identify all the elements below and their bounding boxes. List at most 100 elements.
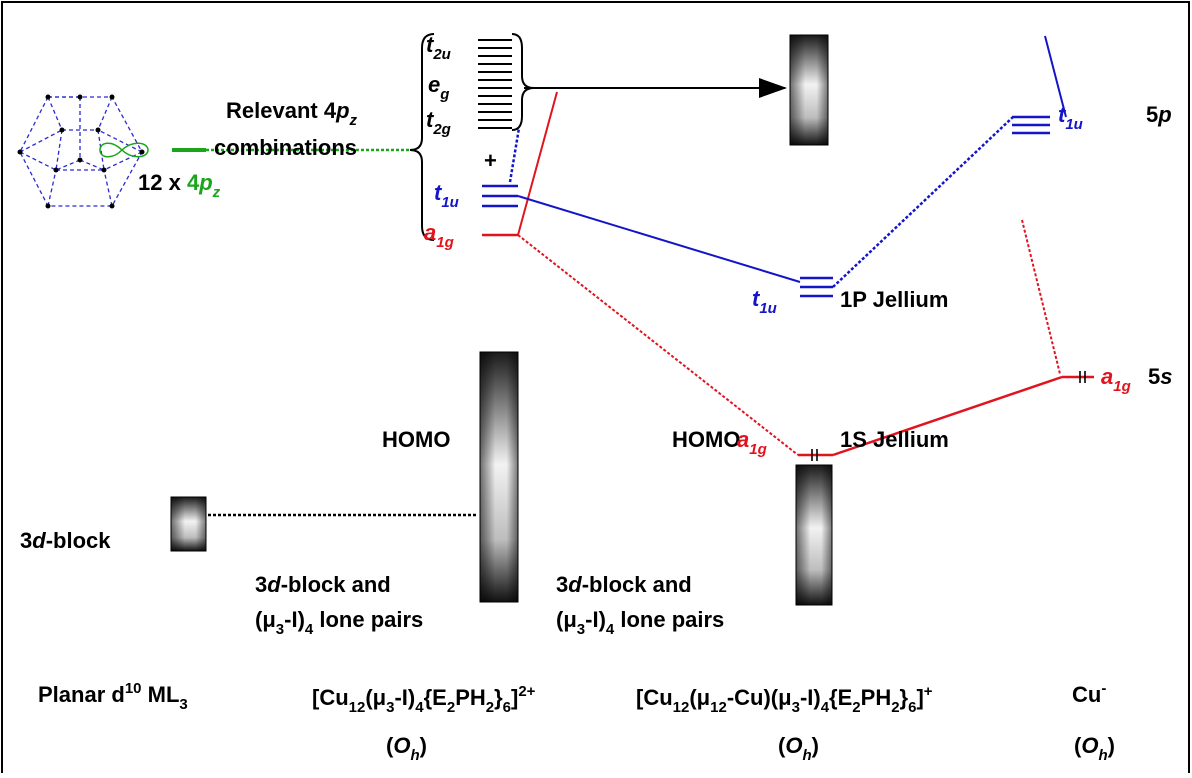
correlation-line <box>1022 220 1060 374</box>
subscript: z <box>212 184 221 201</box>
label-part: d <box>32 528 46 553</box>
superscript: - <box>1101 680 1106 697</box>
level-label: a1g <box>1101 364 1131 395</box>
label-part: O <box>393 733 410 758</box>
correlation-line <box>510 128 519 182</box>
cluster-atoms <box>18 95 145 209</box>
compound-formula: [Cu12(μ12-Cu)(μ3-I)4{E2PH2}6]+ <box>636 683 933 716</box>
level-name: 1S Jellium <box>840 427 949 452</box>
symmetry-label: (Oh) <box>386 733 427 764</box>
superscript: 2+ <box>518 683 535 700</box>
label-part: s <box>1160 364 1172 389</box>
label-part: PH <box>861 685 892 710</box>
subscript: h <box>1098 747 1107 764</box>
symmetry-label: (Oh) <box>778 733 819 764</box>
label-part: lone pairs <box>313 607 423 632</box>
label-part: [Cu <box>636 685 673 710</box>
count: 12 x <box>138 170 187 195</box>
t1u-levels <box>482 186 518 206</box>
relevant-label: Relevant 4pz <box>226 98 358 129</box>
label-part: ] <box>511 685 518 710</box>
block-label: 3d-block and <box>556 572 692 597</box>
subscript: h <box>410 747 419 764</box>
label-part: e <box>428 72 440 97</box>
label-part: O <box>1081 733 1098 758</box>
level-label: t2u <box>426 32 451 63</box>
label-part: p <box>335 98 349 123</box>
subscript: 3 <box>386 699 394 716</box>
label-part: -I) <box>585 607 606 632</box>
subscript: 6 <box>908 699 916 716</box>
subscript: 2 <box>447 699 455 716</box>
label-part: d <box>267 572 281 597</box>
label-part: p <box>198 170 212 195</box>
label-part: 3 <box>556 572 568 597</box>
subscript: 1u <box>759 300 777 317</box>
label-part: a <box>1101 364 1113 389</box>
label-part: p <box>1157 102 1171 127</box>
level-label: t1u <box>1058 102 1083 133</box>
level-name: 5s <box>1148 364 1173 389</box>
subscript: 3 <box>577 621 585 638</box>
brace <box>410 34 434 240</box>
label-part: (μ <box>365 685 386 710</box>
compound-formula: Cu- <box>1072 680 1106 707</box>
label-part: a <box>737 427 749 452</box>
label-part: -block <box>46 528 112 553</box>
superscript: 10 <box>125 680 142 697</box>
subscript: 1g <box>436 234 454 251</box>
subscript: h <box>802 747 811 764</box>
label-part: 5 <box>1146 102 1158 127</box>
correlation-line <box>833 117 1013 287</box>
label-part: PH <box>455 685 486 710</box>
label-part: {E <box>829 685 852 710</box>
level-label: eg <box>428 72 449 103</box>
brace <box>512 34 534 130</box>
band-box-shade <box>790 35 828 145</box>
label-part: -I) <box>394 685 415 710</box>
label-part: 5 <box>1148 364 1160 389</box>
block-label: (μ3-I)4 lone pairs <box>556 607 724 638</box>
band-box-shade <box>171 497 206 551</box>
orbital-source: 12 x 4pz <box>138 170 221 201</box>
label-part: -Cu)(μ <box>727 685 792 710</box>
compound-formula: Planar d10 ML3 <box>38 680 188 713</box>
level-label: t1u <box>752 286 777 317</box>
band-box-shade <box>796 465 832 605</box>
label-part: ) <box>1108 733 1115 758</box>
subscript: 2 <box>891 699 899 716</box>
subscript: g <box>439 86 449 103</box>
subscript: 2 <box>486 699 494 716</box>
homo-label: HOMO <box>672 427 740 452</box>
symmetry-label: (Oh) <box>1074 733 1115 764</box>
subscript: 1g <box>1113 378 1131 395</box>
label-part: d <box>568 572 582 597</box>
subscript: 2g <box>432 121 451 138</box>
subscript: 2u <box>432 46 451 63</box>
label-part: Relevant 4 <box>226 98 337 123</box>
level-stack <box>478 40 512 128</box>
subscript: 6 <box>503 699 511 716</box>
subscript: 2 <box>852 699 860 716</box>
label-part: Planar d <box>38 682 125 707</box>
label-part: [Cu <box>312 685 349 710</box>
orbital: 4pz <box>187 170 221 201</box>
subscript: z <box>349 112 358 129</box>
label-part: 3 <box>255 572 267 597</box>
subscript: 1u <box>441 194 459 211</box>
label-part: Cu <box>1072 682 1101 707</box>
subscript: 12 <box>673 699 690 716</box>
t1u-levels <box>1012 117 1050 133</box>
level-name: 1P Jellium <box>840 287 948 312</box>
label-part: O <box>785 733 802 758</box>
label-part: -I) <box>284 607 305 632</box>
level-label: a1g <box>424 220 454 251</box>
subscript: 3 <box>179 696 187 713</box>
label-part: (μ <box>255 607 276 632</box>
label-part: (μ <box>689 685 710 710</box>
label-part: {E <box>424 685 447 710</box>
label-part: ML <box>142 682 180 707</box>
label-part: -block and <box>582 572 692 597</box>
t1u-levels <box>800 278 833 296</box>
label-part: 4 <box>187 170 200 195</box>
